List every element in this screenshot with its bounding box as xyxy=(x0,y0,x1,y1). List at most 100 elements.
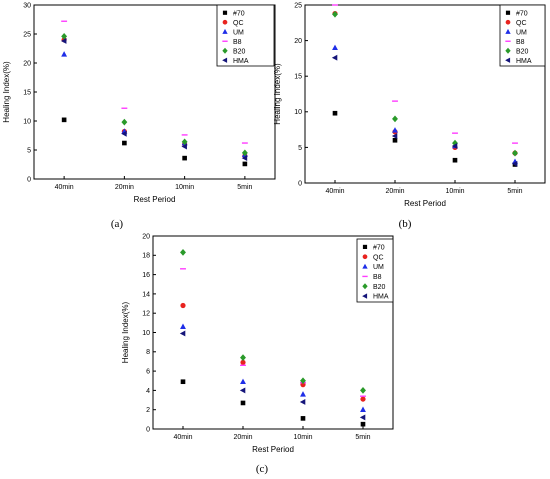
data-point xyxy=(392,137,398,143)
legend-label: UM xyxy=(233,29,244,36)
data-point xyxy=(240,354,246,361)
y-tick-label: 6 xyxy=(146,369,150,376)
series-B8 xyxy=(332,4,518,144)
legend-label: QC xyxy=(373,254,384,261)
data-point xyxy=(331,54,338,61)
data-point xyxy=(182,155,187,161)
data-point xyxy=(240,400,246,406)
data-point xyxy=(240,359,246,366)
x-axis-title: Rest Period xyxy=(134,195,176,204)
y-tick-label: 12 xyxy=(142,311,150,318)
legend-label: #70 xyxy=(516,10,528,17)
series-n70 xyxy=(332,110,518,167)
legend-marker xyxy=(362,254,368,260)
x-tick-label: 40min xyxy=(173,434,192,441)
chart-panel-2: 0 5 10 15 20 25 40min 20min 10min 5min Rest Period… xyxy=(273,2,546,230)
y-tick-label: 10 xyxy=(142,330,150,337)
legend-marker xyxy=(362,244,368,250)
series-HMA xyxy=(331,54,518,167)
data-point xyxy=(511,160,518,167)
legend-label: B20 xyxy=(233,48,246,55)
legend-label: #70 xyxy=(233,10,245,17)
y-tick-label: 25 xyxy=(294,2,302,9)
legend-label: HMA xyxy=(373,294,389,301)
y-tick-label: 4 xyxy=(146,388,150,395)
legend-marker xyxy=(362,263,368,269)
x-tick-label: 40min xyxy=(325,188,344,195)
legend-marker xyxy=(505,47,511,54)
data-point xyxy=(239,387,246,394)
data-point xyxy=(360,406,366,413)
y-tick-label: 20 xyxy=(294,38,302,45)
data-point xyxy=(452,139,458,147)
y-tick-label: 0 xyxy=(27,176,31,183)
data-point xyxy=(512,149,518,157)
legend-marker xyxy=(222,19,228,25)
legend-box xyxy=(499,4,546,67)
data-point xyxy=(181,138,188,146)
panel-label: (c) xyxy=(256,463,269,475)
legend-box xyxy=(216,4,275,67)
legend-label: #70 xyxy=(373,244,385,251)
data-point xyxy=(360,421,366,427)
data-point xyxy=(180,249,186,256)
x-tick-label: 40min xyxy=(55,184,74,191)
panel-label: (b) xyxy=(399,218,412,230)
y-tick-label: 15 xyxy=(23,89,31,96)
y-tick-label: 15 xyxy=(294,74,302,81)
data-point xyxy=(392,127,398,133)
legend-marker xyxy=(222,57,228,63)
x-tick-label: 10min xyxy=(445,188,464,195)
legend-marker xyxy=(222,47,228,54)
x-tick-label: 5min xyxy=(507,188,522,195)
legend-label: B8 xyxy=(373,274,382,281)
data-point xyxy=(360,387,366,394)
data-point xyxy=(392,115,398,123)
legend-marker xyxy=(222,10,228,15)
data-point xyxy=(332,110,338,116)
series-B20 xyxy=(180,249,366,394)
y-tick-label: 5 xyxy=(298,145,302,152)
y-tick-label: 10 xyxy=(23,118,31,125)
data-point xyxy=(452,157,458,163)
legend-marker xyxy=(362,293,368,299)
legend-label: B8 xyxy=(516,39,525,46)
legend-label: B20 xyxy=(373,284,386,291)
data-point xyxy=(360,396,366,402)
series-B8 xyxy=(180,268,366,397)
legend-label: B20 xyxy=(516,48,529,55)
series-HMA xyxy=(60,38,248,162)
data-point xyxy=(240,378,246,385)
data-point xyxy=(332,10,338,18)
plot-frame xyxy=(304,4,546,184)
series-HMA xyxy=(179,330,366,421)
chart-panel-3: 0 2 4 6 8 10 12 14 16 18 20 40min 20min 10min 5min Rest… xyxy=(121,233,394,475)
x-tick-label: 10min xyxy=(175,184,194,191)
data-point xyxy=(121,118,128,126)
legend-label: UM xyxy=(516,29,527,36)
legend-label: B8 xyxy=(233,39,242,46)
data-point xyxy=(180,323,186,330)
legend-label: UM xyxy=(373,264,384,271)
y-tick-label: 10 xyxy=(294,109,302,116)
y-axis-title: Healing Index(%) xyxy=(273,63,282,125)
data-point xyxy=(61,51,68,57)
legend-label: QC xyxy=(233,20,244,27)
data-point xyxy=(180,302,186,309)
legend-marker xyxy=(505,28,511,34)
y-axis-title: Healing Index(%) xyxy=(2,61,11,123)
chart-panel-1: 0 5 10 15 20 25 30 40min 20min 10min 5min Rest Peri… xyxy=(2,2,276,230)
series-QC xyxy=(180,302,366,402)
series-B8 xyxy=(61,20,248,144)
legend-label: HMA xyxy=(516,58,532,65)
legend-marker xyxy=(505,19,511,25)
y-tick-label: 0 xyxy=(298,180,302,187)
x-tick-label: 10min xyxy=(293,434,312,441)
panel-label: (a) xyxy=(111,218,124,230)
series-UM xyxy=(61,51,248,157)
x-tick-label: 20min xyxy=(385,188,404,195)
legend: #70 QC UM B8 B20 HMA xyxy=(216,4,275,67)
data-point xyxy=(61,117,67,123)
x-tick-label: 5min xyxy=(355,434,370,441)
